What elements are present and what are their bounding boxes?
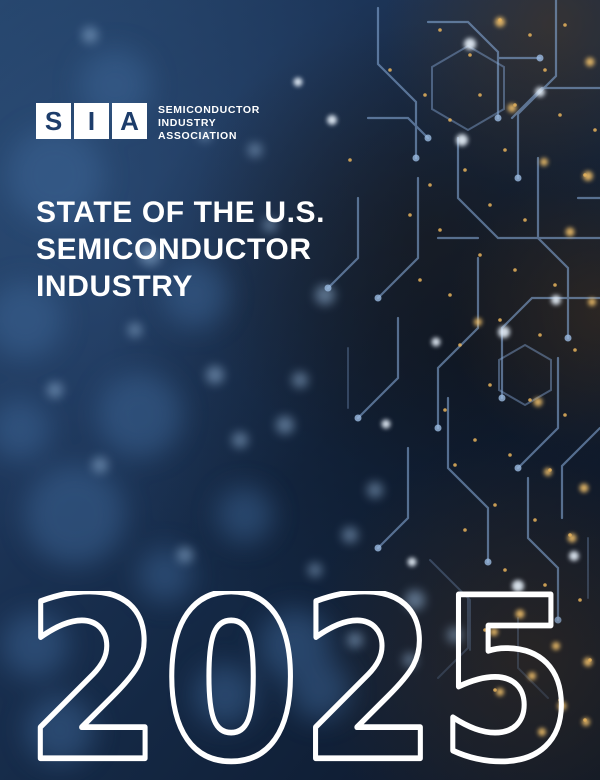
year-text: 2025 [25, 591, 576, 766]
logo-letter-s: S [36, 103, 71, 139]
title-line-2: SEMICONDUCTOR [36, 233, 312, 266]
gold-glow-dots [474, 17, 596, 736]
title-line-1: STATE OF THE U.S. [36, 196, 326, 229]
sia-logo-boxes: S I A [36, 103, 147, 139]
gold-specks [348, 18, 597, 722]
wordmark-line-2: INDUSTRY [158, 117, 217, 129]
bokeh-soft-dots [47, 27, 463, 667]
title-line-3: INDUSTRY [36, 270, 194, 303]
logo-letter-a: A [112, 103, 147, 139]
white-glow-dots [293, 38, 579, 592]
report-title: STATE OF THE U.S. SEMICONDUCTOR INDUSTRY [36, 194, 325, 305]
bokeh-large-glows [0, 49, 350, 764]
sia-logo: S I A SEMICONDUCTOR INDUSTRY ASSOCIATION [36, 103, 260, 143]
circuit-traces [324, 0, 600, 699]
circuit-nodes [324, 54, 572, 624]
wordmark-line-1: SEMICONDUCTOR [158, 104, 260, 116]
year-outline: 2025 [22, 591, 578, 766]
logo-letter-i: I [74, 103, 109, 139]
sia-wordmark: SEMICONDUCTOR INDUSTRY ASSOCIATION [158, 103, 260, 143]
wordmark-line-3: ASSOCIATION [158, 130, 238, 142]
